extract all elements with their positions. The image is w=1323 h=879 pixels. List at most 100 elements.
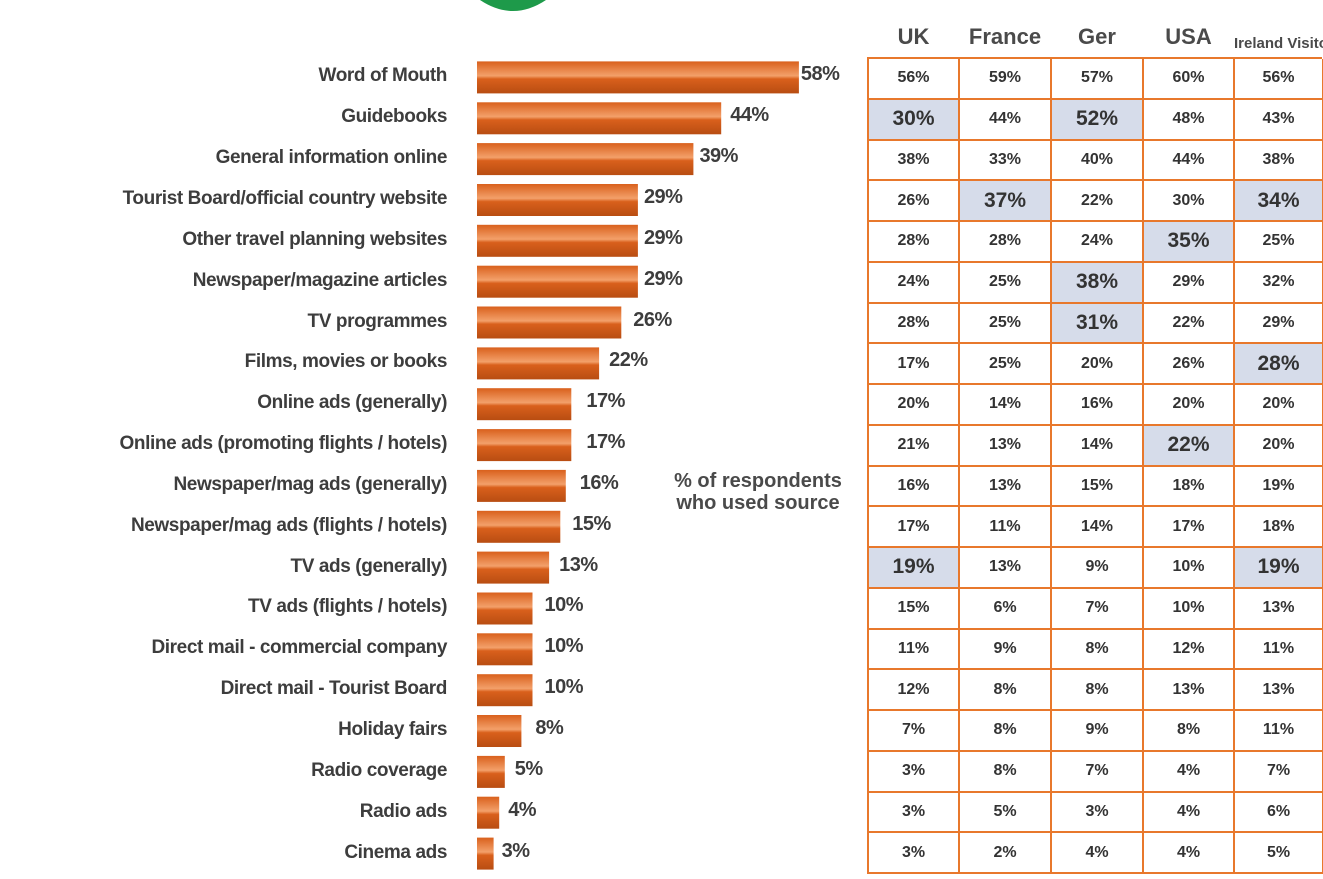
table-cell: 3% bbox=[1052, 792, 1144, 834]
category-label: Radio coverage bbox=[311, 759, 447, 781]
bar-8 bbox=[477, 388, 572, 421]
table-cell: 5% bbox=[960, 792, 1052, 834]
table-cell: 13% bbox=[1144, 670, 1235, 711]
bar-13 bbox=[477, 592, 533, 625]
table-cell: 30% bbox=[869, 99, 960, 141]
bar-18 bbox=[477, 796, 500, 829]
table-cell: 4% bbox=[1144, 751, 1235, 793]
table-cell: 6% bbox=[960, 588, 1052, 630]
table-cell: 7% bbox=[1235, 751, 1323, 793]
decorative-green-arc bbox=[480, 0, 546, 11]
table-cell: 25% bbox=[960, 262, 1052, 304]
bar-1 bbox=[477, 102, 722, 135]
table-cell: 16% bbox=[1052, 385, 1144, 426]
value-label: 10% bbox=[544, 594, 584, 617]
table-cell: 19% bbox=[1235, 466, 1323, 508]
table-cell: 13% bbox=[1235, 670, 1323, 711]
table-cell: 9% bbox=[960, 629, 1052, 671]
value-label: 4% bbox=[508, 798, 537, 821]
category-label: Tourist Board/official country website bbox=[122, 187, 448, 209]
table-cell: 38% bbox=[869, 140, 960, 182]
value-label: 13% bbox=[559, 553, 598, 576]
category-label: TV programmes bbox=[307, 310, 448, 332]
value-label: 26% bbox=[633, 308, 672, 331]
category-label: Newspaper/mag ads (generally) bbox=[173, 473, 447, 495]
category-label: Online ads (generally) bbox=[257, 392, 447, 414]
table-cell: 34% bbox=[1235, 181, 1323, 222]
table-cell: 8% bbox=[1144, 711, 1235, 752]
category-label: Direct mail - Tourist Board bbox=[220, 678, 448, 700]
table-cell: 37% bbox=[960, 181, 1052, 222]
table-cell: 16% bbox=[869, 466, 960, 508]
chart-annotation: % of respondents who used source bbox=[674, 470, 842, 514]
table-cell: 13% bbox=[960, 548, 1052, 589]
value-label: 58% bbox=[800, 63, 840, 86]
value-label: 22% bbox=[609, 349, 648, 372]
table-cell: 44% bbox=[1144, 140, 1235, 182]
bar-11 bbox=[477, 510, 561, 543]
value-label: 17% bbox=[586, 390, 625, 413]
table-cell: 8% bbox=[1052, 629, 1144, 671]
table-cell: 17% bbox=[869, 507, 960, 548]
table-cell: 13% bbox=[960, 466, 1052, 508]
table-cell: 10% bbox=[1144, 548, 1235, 589]
category-label: Films, movies or books bbox=[244, 351, 448, 373]
category-label: Guidebooks bbox=[341, 106, 447, 128]
table-cell: 8% bbox=[1052, 670, 1144, 711]
column-header: Ireland Visitors bbox=[1234, 35, 1323, 52]
table-cell: 19% bbox=[1235, 548, 1323, 589]
table-cell: 8% bbox=[960, 751, 1052, 793]
table-cell: 28% bbox=[869, 222, 960, 263]
bar-6 bbox=[477, 306, 622, 339]
column-header: France bbox=[968, 24, 1042, 49]
table-cell: 28% bbox=[1235, 344, 1323, 385]
bar-15 bbox=[477, 674, 533, 707]
table-cell: 15% bbox=[1052, 466, 1144, 508]
table-cell: 20% bbox=[1235, 385, 1323, 426]
table-cell: 4% bbox=[1144, 833, 1235, 874]
bar-17 bbox=[477, 755, 505, 788]
table-cell: 33% bbox=[960, 140, 1052, 182]
table-header: UK France Ger USA Ireland Visitors bbox=[868, 4, 1323, 56]
table-cell: 13% bbox=[960, 425, 1052, 467]
bar-0 bbox=[477, 61, 799, 94]
table-cell: 5% bbox=[1235, 833, 1323, 874]
table-cell: 56% bbox=[1235, 59, 1323, 100]
table-cell: 11% bbox=[1235, 629, 1323, 671]
table-cell: 28% bbox=[869, 303, 960, 345]
table-cell: 52% bbox=[1052, 99, 1144, 141]
table-cell: 14% bbox=[960, 385, 1052, 426]
category-label: General information online bbox=[215, 147, 448, 169]
table-cell: 60% bbox=[1144, 59, 1235, 100]
bar-10 bbox=[477, 469, 566, 502]
category-label: Word of Mouth bbox=[318, 65, 448, 87]
table-cell: 8% bbox=[960, 711, 1052, 752]
table-cell: 3% bbox=[869, 751, 960, 793]
table-cell: 48% bbox=[1144, 99, 1235, 141]
table-cell: 26% bbox=[1144, 344, 1235, 385]
table-cell: 9% bbox=[1052, 548, 1144, 589]
table-cell: 11% bbox=[1235, 711, 1323, 752]
table-cell: 3% bbox=[869, 792, 960, 834]
column-header: USA bbox=[1165, 24, 1212, 49]
table-cell: 6% bbox=[1235, 792, 1323, 834]
table-cell: 24% bbox=[869, 262, 960, 304]
bar-19 bbox=[477, 837, 494, 870]
table-cell: 15% bbox=[869, 588, 960, 630]
table-cell: 8% bbox=[960, 670, 1052, 711]
value-label: 15% bbox=[572, 512, 611, 535]
table-cell: 38% bbox=[1052, 262, 1144, 304]
value-label: 10% bbox=[544, 676, 584, 699]
table-cell: 25% bbox=[1235, 222, 1323, 263]
value-label: 29% bbox=[643, 185, 683, 208]
table-cell: 20% bbox=[869, 385, 960, 426]
category-label: Newspaper/mag ads (flights / hotels) bbox=[130, 514, 447, 536]
table-cell: 21% bbox=[869, 425, 960, 467]
bar-9 bbox=[477, 429, 572, 462]
table-cell: 35% bbox=[1144, 222, 1235, 263]
table-cell: 14% bbox=[1052, 507, 1144, 548]
table-cell: 57% bbox=[1052, 59, 1144, 100]
table-cell: 43% bbox=[1235, 99, 1323, 141]
bar-16 bbox=[477, 715, 522, 747]
